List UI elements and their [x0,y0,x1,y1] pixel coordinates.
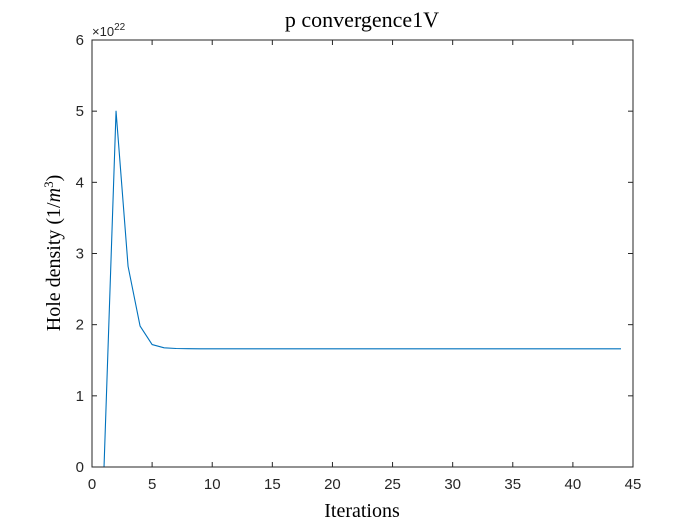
y-exponent-power: 22 [114,22,126,33]
y-exponent-multiplier: ×10 [92,24,114,39]
x-tick-label: 40 [565,476,582,493]
y-axis-label-prefix: Hole density (1/ [43,202,65,331]
x-tick-label: 0 [88,476,96,493]
y-tick-label: 2 [76,317,84,334]
y-axis-ticks: 0 1 2 3 4 5 6 [76,32,633,476]
x-tick-label: 10 [204,476,221,493]
y-tick-label: 3 [76,246,84,263]
y-tick-label: 5 [76,103,84,120]
y-axis-label-suffix: ) [43,175,65,182]
x-tick-label: 5 [148,476,156,493]
x-tick-label: 15 [264,476,281,493]
series-layer [103,110,621,468]
y-axis-exponent: ×1022 [92,22,126,39]
y-axis-label-unit: m [43,188,65,202]
x-tick-label: 35 [504,476,521,493]
plot-area [92,40,633,467]
x-axis-ticks: 0 5 10 15 20 25 30 35 40 45 [88,40,642,493]
x-axis-label: Iterations [324,500,400,522]
y-tick-label: 4 [76,174,84,191]
chart-title: p convergence1V [285,7,439,32]
y-tick-label: 0 [76,459,84,476]
y-tick-label: 6 [76,32,84,49]
x-tick-label: 25 [384,476,401,493]
y-axis-label-exponent: 3 [41,181,56,188]
x-tick-label: 20 [324,476,341,493]
y-axis-label: Hole density (1/m3) [41,175,66,332]
x-tick-label: 30 [444,476,461,493]
series-line [103,110,621,468]
y-tick-label: 1 [76,388,84,405]
x-tick-label: 45 [625,476,642,493]
